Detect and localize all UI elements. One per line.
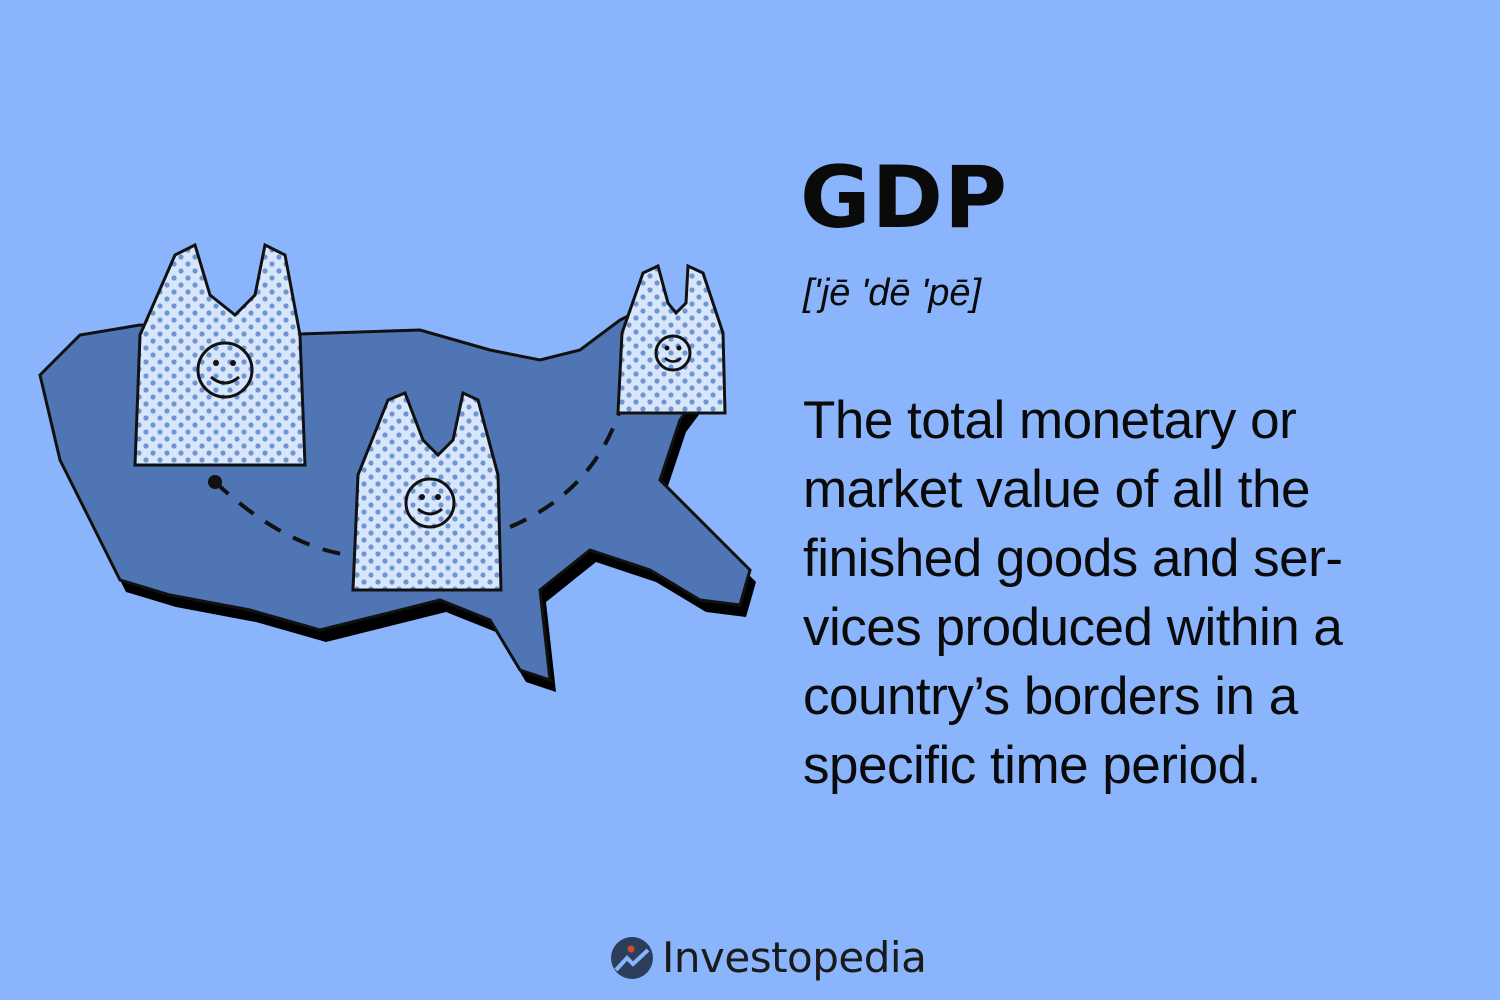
definition-line: country’s borders in a [803,667,1298,726]
shopping-bag-icon [351,390,503,592]
investopedia-logo-icon [611,936,653,979]
definition-line: vices produced within a [803,598,1343,657]
investopedia-logo: Investopedia [610,933,927,982]
definition-line: The total monetary or [803,391,1297,450]
term-title: GDP [800,148,1009,248]
definition-line: finished goods and ser- [803,529,1343,588]
shopping-bag-icon [616,263,727,415]
definition-line: specific time period. [803,736,1261,795]
definition-text: The total monetary or market value of al… [803,386,1343,800]
shopping-bag-icon [133,242,307,467]
definition-line: market value of all the [803,460,1310,519]
us-map-with-shopping-bags-illustration [38,242,756,692]
brand-name: Investopedia [662,933,927,982]
pronunciation: ['jē 'dē 'pē] [803,272,982,314]
